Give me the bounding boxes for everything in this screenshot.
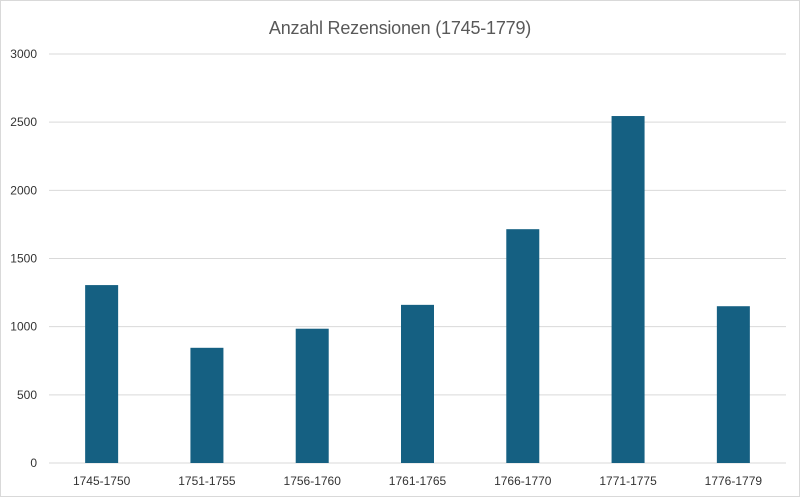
x-tick-label: 1761-1765 bbox=[389, 474, 447, 488]
y-tick-label: 2000 bbox=[10, 183, 37, 197]
x-tick-label: 1745-1750 bbox=[73, 474, 131, 488]
y-tick-label: 1500 bbox=[10, 252, 37, 266]
y-tick-label: 1000 bbox=[10, 320, 37, 334]
bar-1761-1765 bbox=[401, 304, 434, 463]
y-axis-ticks: 0 500 1000 1500 2000 2500 3000 bbox=[10, 47, 37, 470]
x-tick-label: 1751-1755 bbox=[178, 474, 236, 488]
x-tick-label: 1771-1775 bbox=[599, 474, 657, 488]
bar-1751-1755 bbox=[190, 347, 224, 463]
bar-1771-1775 bbox=[611, 116, 645, 463]
bar-1745-1750 bbox=[85, 285, 119, 463]
y-tick-label: 0 bbox=[30, 456, 37, 470]
y-tick-label: 3000 bbox=[10, 47, 37, 61]
y-tick-label: 2500 bbox=[10, 115, 37, 129]
bar-1766-1770 bbox=[506, 229, 540, 463]
bars bbox=[85, 116, 750, 463]
bar-1776-1779 bbox=[716, 306, 750, 463]
x-tick-label: 1766-1770 bbox=[494, 474, 552, 488]
y-tick-label: 500 bbox=[17, 388, 37, 402]
bar-1756-1760 bbox=[295, 328, 329, 463]
chart-title: Anzahl Rezensionen (1745-1779) bbox=[268, 18, 532, 38]
x-axis-ticks: 1745-1750 1751-1755 1756-1760 1761-1765 1766… bbox=[73, 474, 762, 488]
x-tick-label: 1776-1779 bbox=[705, 474, 763, 488]
x-tick-label: 1756-1760 bbox=[284, 474, 342, 488]
